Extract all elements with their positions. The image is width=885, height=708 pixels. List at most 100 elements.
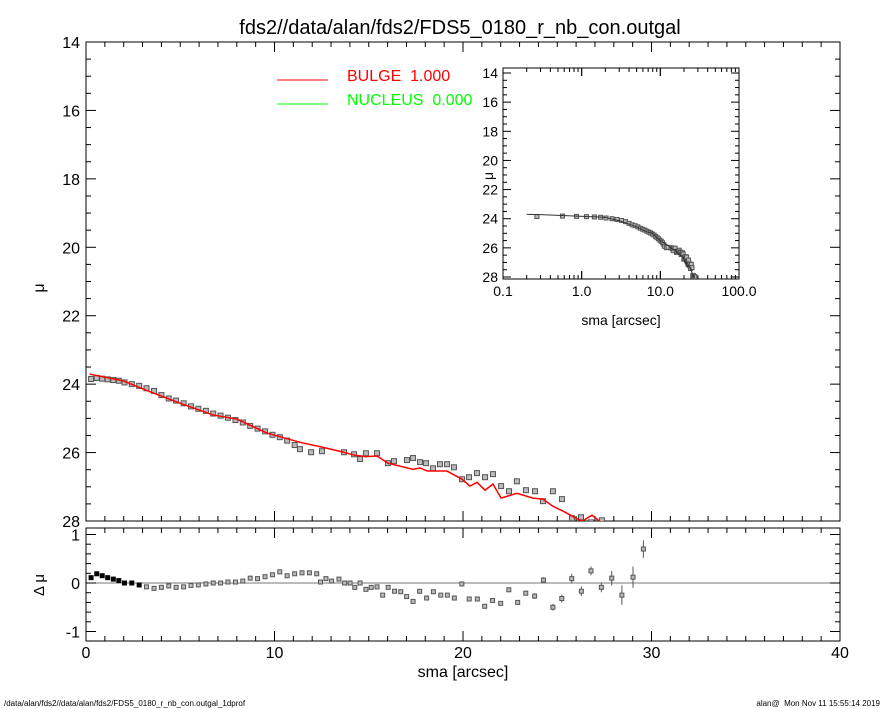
residual-point xyxy=(195,582,201,588)
main-xtick-label: 30 xyxy=(643,645,661,662)
inset-xlabel: sma [arcsec] xyxy=(581,312,660,328)
inset-xtick-label: 100.0 xyxy=(721,283,756,299)
footer-right: alan@ Mon Nov 11 15:55:14 2019 xyxy=(756,699,880,708)
residual-point xyxy=(158,584,164,590)
residual-point xyxy=(203,581,209,587)
observed-point xyxy=(598,517,605,521)
inset-ylabel: μ xyxy=(480,172,496,180)
residual-ytick-label: 1 xyxy=(71,528,80,545)
residual-point xyxy=(459,581,465,587)
residual-point xyxy=(474,596,480,602)
residual-point xyxy=(424,595,430,601)
residual-ylabel: Δ μ xyxy=(31,574,48,596)
residual-point xyxy=(482,603,488,609)
residual-point xyxy=(363,586,369,592)
main-ytick-label: 14 xyxy=(62,35,80,52)
residual-point xyxy=(277,569,283,575)
residual-point xyxy=(218,580,224,586)
residual-point xyxy=(374,584,380,590)
observed-point xyxy=(308,449,315,456)
residual-point xyxy=(225,579,231,585)
residual-point xyxy=(129,580,135,586)
residual-point xyxy=(438,592,444,598)
residual-point xyxy=(569,576,575,582)
inset-ytick-label: 18 xyxy=(482,123,498,139)
residual-point xyxy=(347,580,353,586)
residual-point xyxy=(99,573,105,579)
observed-point xyxy=(498,483,505,490)
residual-point xyxy=(532,593,538,599)
residual-point xyxy=(173,584,179,590)
residual-point xyxy=(430,589,436,595)
residual-point xyxy=(116,578,122,584)
bulge-model-line xyxy=(89,373,601,521)
observed-point xyxy=(404,457,411,464)
observed-point xyxy=(549,488,556,495)
residual-point xyxy=(292,571,298,577)
residual-point xyxy=(357,580,363,586)
residual-point xyxy=(490,597,496,603)
legend-bulge-label: BULGE 1.000 xyxy=(347,68,450,85)
residual-point xyxy=(262,574,268,580)
legend: BULGE 1.000 NUCLEUS 0.000 xyxy=(277,68,472,109)
residual-panel: 10-10 10 20 30 40 xyxy=(66,527,849,662)
residual-point xyxy=(181,584,187,590)
observed-point xyxy=(522,487,529,494)
main-ytick-label: 24 xyxy=(62,377,80,394)
residual-point xyxy=(329,578,335,584)
residual-point xyxy=(515,599,521,605)
observed-point xyxy=(319,448,326,455)
residual-point xyxy=(144,584,150,590)
inset-ytick-label: 26 xyxy=(482,240,498,256)
observed-points xyxy=(88,374,605,521)
observed-point xyxy=(532,488,539,495)
residual-point xyxy=(269,572,275,578)
residual-point xyxy=(255,576,261,582)
main-ytick-label: 20 xyxy=(62,240,80,257)
inset-xtick-label: 1.0 xyxy=(572,283,592,299)
inset-ytick-label: 14 xyxy=(482,65,498,81)
residual-point xyxy=(578,588,584,594)
residual-point xyxy=(640,546,646,552)
observed-point xyxy=(362,450,369,457)
inset-ytick-label: 22 xyxy=(482,182,498,198)
legend-nucleus-label: NUCLEUS 0.000 xyxy=(347,92,472,109)
observed-point xyxy=(88,376,95,383)
residual-point xyxy=(336,576,342,582)
residual-point xyxy=(444,592,450,598)
residual-point xyxy=(136,582,142,588)
footer-left: /data/alan/fds2//data/alan/fds2/FDS5_018… xyxy=(4,699,246,708)
residual-point xyxy=(105,575,111,581)
residual-point xyxy=(523,590,529,596)
inset-panel: 14 16 18 20 22 24 26 280.1 1.0 10.0 100.0 xyxy=(482,65,756,299)
residual-point xyxy=(306,570,312,576)
chart-title: fds2//data/alan/fds2/FDS5_0180_r_nb_con.… xyxy=(239,17,680,39)
residual-point xyxy=(598,584,604,590)
observed-point xyxy=(296,446,303,453)
observed-point xyxy=(558,496,565,503)
residual-point xyxy=(466,596,472,602)
residual-point xyxy=(317,579,323,585)
residual-point xyxy=(619,592,625,598)
observed-point xyxy=(430,465,437,472)
observed-point xyxy=(466,474,473,481)
residual-point xyxy=(398,589,404,595)
residual-point xyxy=(380,592,386,598)
residual-point xyxy=(110,576,116,582)
inset-xtick-label: 0.1 xyxy=(493,283,513,299)
observed-point xyxy=(505,488,512,495)
residual-point xyxy=(559,596,565,602)
main-ytick-label: 28 xyxy=(62,514,80,531)
residual-point xyxy=(498,600,504,606)
residual-ytick-label: 0 xyxy=(71,576,80,593)
residual-point xyxy=(451,595,457,601)
residual-point xyxy=(166,583,172,589)
main-panel: 14 16 18 20 22 24 26 28 xyxy=(62,35,841,531)
observed-point xyxy=(513,478,520,485)
main-ytick-label: 22 xyxy=(62,309,80,326)
residual-point xyxy=(385,584,391,590)
residual-point xyxy=(151,585,157,591)
residual-point xyxy=(240,578,246,584)
residual-point xyxy=(417,588,423,594)
